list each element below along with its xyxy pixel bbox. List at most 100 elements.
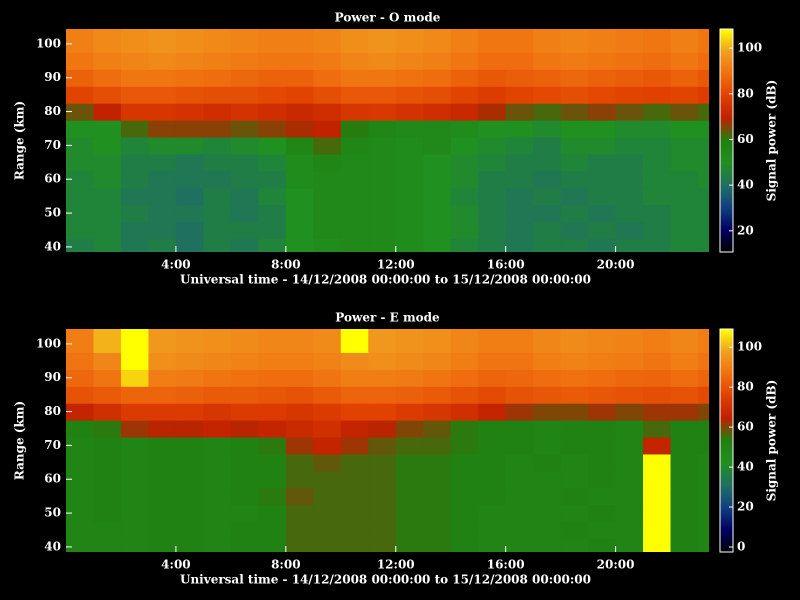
heat-cell <box>423 521 452 540</box>
heat-cell <box>698 470 709 489</box>
heat-cell <box>395 170 424 189</box>
heat-cell <box>643 386 672 404</box>
heat-cell <box>340 504 369 523</box>
heat-cell <box>66 103 95 121</box>
heat-cell <box>423 103 452 121</box>
heat-cell <box>423 221 452 240</box>
heat-cell <box>533 136 562 155</box>
heat-cell <box>258 403 287 421</box>
heat-cell <box>93 403 122 421</box>
heat-cell <box>340 69 369 87</box>
heat-cell <box>395 487 424 506</box>
heat-cell <box>670 187 699 206</box>
heat-cell <box>505 153 534 172</box>
heat-cell <box>340 29 369 53</box>
heat-cell <box>175 52 204 70</box>
y-tick-label: 70 <box>44 138 61 152</box>
heat-cell <box>588 470 617 489</box>
heat-cell <box>505 504 534 523</box>
heat-cell <box>313 329 342 353</box>
heat-cell <box>285 369 314 387</box>
heat-cell <box>230 120 259 138</box>
heat-cell <box>670 521 699 540</box>
x-tick-label: 20:00 <box>597 258 635 272</box>
heat-cell <box>395 153 424 172</box>
heat-cell <box>175 453 204 472</box>
heat-cell <box>148 386 177 404</box>
heat-cell <box>203 487 232 506</box>
heat-cell <box>230 136 259 155</box>
heat-cell <box>588 436 617 455</box>
heat-cell <box>93 86 122 104</box>
x-tick-label: 12:00 <box>377 258 415 272</box>
heat-cell <box>423 238 452 252</box>
heat-cell <box>285 386 314 404</box>
heat-cell <box>478 521 507 540</box>
colorbar-tick-label: 80 <box>737 380 754 394</box>
heat-cell <box>395 238 424 252</box>
heat-cell <box>560 329 589 353</box>
heat-cell <box>450 69 479 87</box>
heat-cell <box>368 470 397 489</box>
heat-cell <box>478 221 507 240</box>
heat-cell <box>230 504 259 523</box>
heat-cell <box>533 204 562 223</box>
y-tick-label: 40 <box>44 239 61 253</box>
heat-cell <box>203 153 232 172</box>
heat-cell <box>93 103 122 121</box>
heat-cell <box>533 436 562 455</box>
heat-cell <box>285 86 314 104</box>
heat-cell <box>203 86 232 104</box>
heat-cell <box>560 204 589 223</box>
heat-cell <box>670 238 699 252</box>
heat-cell <box>698 329 709 353</box>
heat-cell <box>643 136 672 155</box>
heat-cell <box>340 453 369 472</box>
heat-cell <box>615 204 644 223</box>
heat-cell <box>368 238 397 252</box>
heat-cell <box>395 538 424 552</box>
heat-cell <box>368 52 397 70</box>
heat-cell <box>368 386 397 404</box>
heat-cell <box>698 52 709 70</box>
heat-cell <box>230 86 259 104</box>
heat-cell <box>285 120 314 138</box>
heat-cell <box>66 52 95 70</box>
heat-cell <box>313 386 342 404</box>
heat-cell <box>175 403 204 421</box>
heat-cell <box>313 187 342 206</box>
heat-cell <box>175 221 204 240</box>
heat-cell <box>478 52 507 70</box>
heat-cell <box>643 69 672 87</box>
heat-cell <box>505 329 534 353</box>
heat-cell <box>340 170 369 189</box>
heat-cell <box>588 120 617 138</box>
heat-cell <box>313 170 342 189</box>
heat-cell <box>203 221 232 240</box>
heat-cell <box>93 238 122 252</box>
heat-cell <box>670 436 699 455</box>
heat-cell <box>615 221 644 240</box>
heat-cell <box>450 538 479 552</box>
heat-cell <box>368 69 397 87</box>
heat-cell <box>93 504 122 523</box>
heat-cell <box>698 69 709 87</box>
heat-cell <box>533 504 562 523</box>
heat-cell <box>505 369 534 387</box>
heat-cell <box>643 238 672 252</box>
heat-cell <box>148 153 177 172</box>
heat-cell <box>698 204 709 223</box>
heat-cell <box>478 403 507 421</box>
heat-cell <box>175 69 204 87</box>
heat-cell <box>505 86 534 104</box>
heat-cell <box>203 29 232 53</box>
heat-cell <box>368 29 397 53</box>
heat-cell <box>148 352 177 370</box>
heat-cell <box>560 386 589 404</box>
heat-cell <box>533 420 562 438</box>
heat-cell <box>423 470 452 489</box>
heat-cell <box>148 170 177 189</box>
heat-cell <box>560 538 589 552</box>
heat-cell <box>258 369 287 387</box>
heat-cell <box>175 238 204 252</box>
